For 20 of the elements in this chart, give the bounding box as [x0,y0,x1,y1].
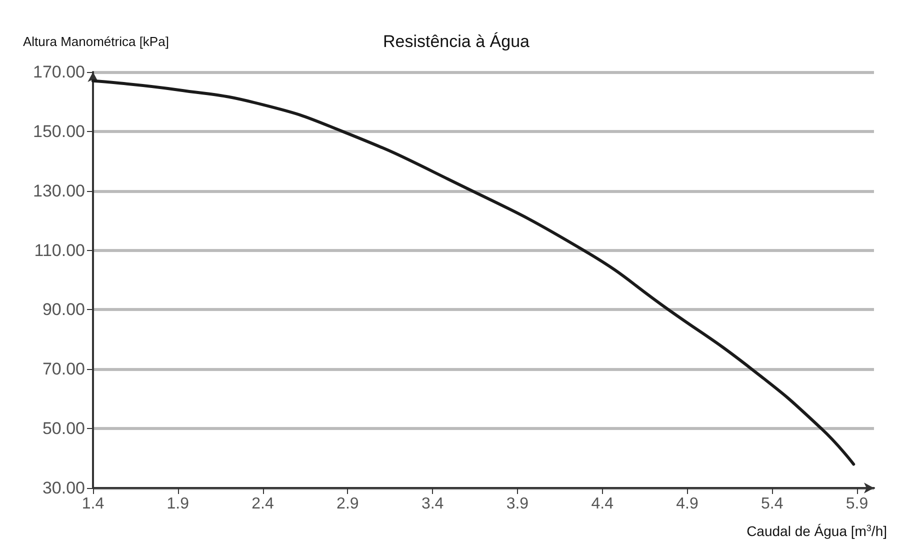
y-axis-title: Altura Manométrica [kPa] [23,34,169,49]
x-tick-label: 4.4 [591,496,614,512]
x-tick-label: 5.4 [761,496,784,512]
chart-title: Resistência à Água [383,32,530,51]
x-tick-label: 3.4 [421,496,444,512]
y-tick-label: 150.00 [33,122,85,141]
x-tick-label: 2.4 [252,496,274,512]
y-tick-label: 30.00 [42,478,85,498]
x-tick-label: 1.9 [166,496,190,512]
x-tick-label: 1.4 [82,496,104,512]
y-tick-label: 170.00 [33,62,85,82]
y-tick-label: 90.00 [42,300,85,320]
x-tick-label: 4.9 [676,496,698,512]
x-tick-label: 3.9 [506,496,529,512]
y-tick-label: 130.00 [33,181,85,200]
y-tick-label: 50.00 [42,419,85,438]
x-tick-label: 5.9 [846,496,868,512]
y-tick-label: 110.00 [34,240,85,260]
x-tick-label: 2.9 [336,496,359,512]
y-tick-label: 70.00 [42,360,85,379]
